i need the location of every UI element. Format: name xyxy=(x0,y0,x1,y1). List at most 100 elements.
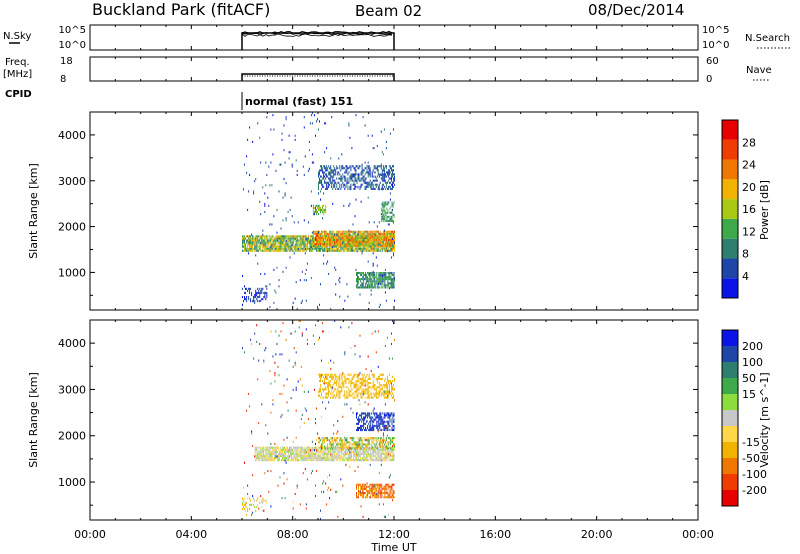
heatmap-cell xyxy=(388,272,390,275)
heatmap-cell xyxy=(383,394,385,397)
heatmap-cell xyxy=(370,185,372,188)
heatmap-cell xyxy=(361,448,363,451)
heatmap-cell xyxy=(373,230,375,233)
heatmap-cell xyxy=(388,249,390,252)
heatmap-cell xyxy=(313,455,315,458)
heatmap-cell xyxy=(338,446,340,449)
heatmap-cell xyxy=(379,245,381,248)
heatmap-cell xyxy=(275,245,277,248)
heatmap-cell xyxy=(370,246,372,249)
heatmap-cell xyxy=(377,284,379,287)
heatmap-cell xyxy=(270,411,272,414)
heatmap-cell xyxy=(292,237,294,240)
heatmap-cell xyxy=(373,450,375,453)
heatmap-cell xyxy=(359,420,360,423)
heatmap-cell xyxy=(382,459,384,462)
heatmap-cell xyxy=(330,384,332,387)
heatmap-cell xyxy=(351,380,353,383)
heatmap-cell xyxy=(350,450,352,453)
heatmap-cell xyxy=(364,187,366,190)
heatmap-cell xyxy=(362,286,364,289)
heatmap-cell xyxy=(364,179,366,182)
heatmap-cell xyxy=(322,247,324,250)
heatmap-cell xyxy=(318,437,319,440)
heatmap-cell xyxy=(319,171,320,174)
heatmap-cell xyxy=(348,390,350,393)
heatmap-cell xyxy=(360,377,362,380)
heatmap-cell xyxy=(246,409,248,412)
heatmap-cell xyxy=(252,245,254,248)
heatmap-cell xyxy=(320,179,321,182)
heatmap-cell xyxy=(281,235,283,238)
heatmap-cell xyxy=(259,291,261,294)
heatmap-cell xyxy=(389,485,391,488)
heatmap-cell xyxy=(315,204,316,207)
heatmap-cell xyxy=(392,286,394,289)
heatmap-cell xyxy=(356,455,357,458)
heatmap-cell xyxy=(389,439,391,442)
heatmap-cell xyxy=(374,234,376,237)
heatmap-cell xyxy=(324,448,326,451)
heatmap-cell xyxy=(287,450,289,453)
heatmap-cell xyxy=(367,441,369,444)
heatmap-cell xyxy=(385,183,387,186)
heatmap-cell xyxy=(254,499,256,502)
heatmap-cell xyxy=(326,245,328,248)
heatmap-cell xyxy=(342,234,344,237)
heatmap-cell xyxy=(388,276,390,279)
heatmap-cell xyxy=(281,448,282,451)
heatmap-cell xyxy=(379,384,381,387)
heatmap-cell xyxy=(304,235,306,238)
heatmap-cell xyxy=(323,213,325,216)
heatmap-cell xyxy=(373,494,375,497)
heatmap-cell xyxy=(361,272,363,275)
heatmap-cell xyxy=(309,122,311,125)
heatmap-cell xyxy=(388,437,390,440)
heatmap-cell xyxy=(310,457,312,460)
heatmap-cell xyxy=(354,382,356,385)
heatmap-cell xyxy=(268,446,270,449)
heatmap-cell xyxy=(327,239,329,242)
heatmap-cell xyxy=(376,230,378,233)
heatmap-cell xyxy=(369,492,371,495)
heatmap-cell xyxy=(336,394,338,397)
heatmap-cell xyxy=(357,186,359,189)
heatmap-cell xyxy=(339,390,341,393)
heatmap-cell xyxy=(324,241,326,244)
heatmap-cell xyxy=(296,455,298,458)
heatmap-cell xyxy=(279,241,281,244)
heatmap-cell xyxy=(360,183,362,186)
heatmap-cell xyxy=(353,237,355,240)
heatmap-cell xyxy=(374,443,376,446)
heatmap-cell xyxy=(264,450,266,453)
heatmap-cell xyxy=(339,177,341,180)
heatmap-cell xyxy=(388,284,390,287)
heatmap-cell xyxy=(361,485,363,488)
heatmap-cell xyxy=(329,375,331,378)
heatmap-cell xyxy=(348,373,350,376)
heatmap-cell xyxy=(244,298,245,301)
heatmap-cell xyxy=(382,418,384,421)
heatmap-cell xyxy=(385,219,387,222)
heatmap-cell xyxy=(251,513,253,516)
heatmap-cell xyxy=(366,183,368,186)
heatmap-cell xyxy=(358,426,359,429)
heatmap-cell xyxy=(307,247,309,250)
heatmap-cell xyxy=(253,503,255,506)
heatmap-cell xyxy=(334,182,336,185)
heatmap-cell xyxy=(361,390,363,393)
heatmap-cell xyxy=(335,452,337,455)
heatmap-cell xyxy=(338,279,340,282)
heatmap-cell xyxy=(328,380,330,383)
heatmap-cell xyxy=(360,414,362,417)
heatmap-cell xyxy=(335,375,337,378)
heatmap-cell xyxy=(326,247,328,250)
heatmap-cell xyxy=(372,429,374,432)
heatmap-cell xyxy=(384,424,386,427)
heatmap-cell xyxy=(284,194,286,197)
heatmap-cell xyxy=(358,441,360,444)
heatmap-cell xyxy=(389,418,391,421)
heatmap-cell xyxy=(254,241,256,244)
heatmap-cell xyxy=(374,392,376,395)
heatmap-cell xyxy=(326,457,328,460)
